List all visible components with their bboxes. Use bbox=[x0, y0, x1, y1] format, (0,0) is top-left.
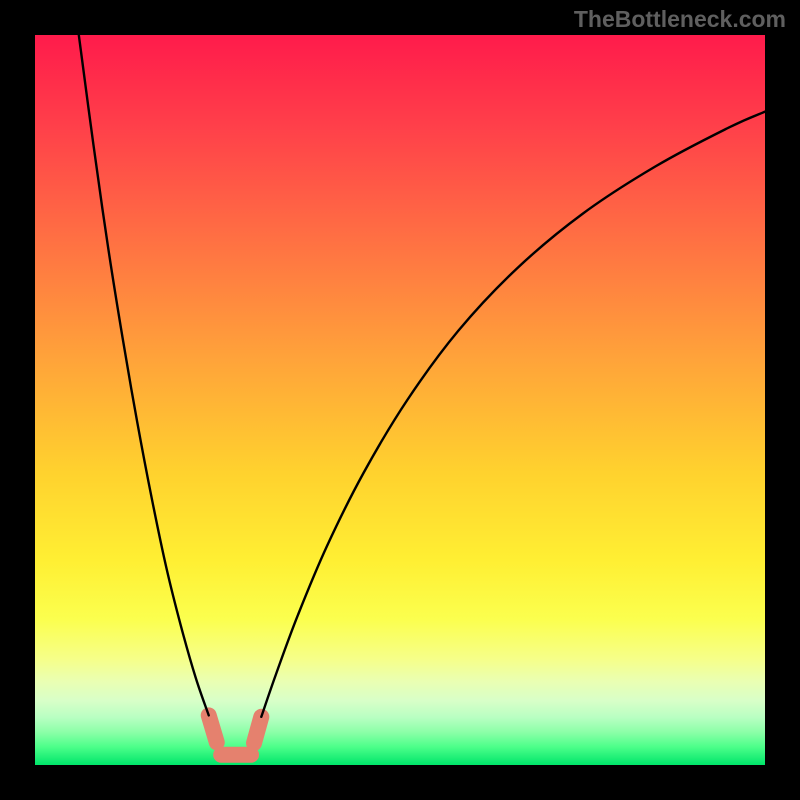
bottleneck-curve-left bbox=[79, 35, 209, 715]
optimal-zone-marker bbox=[209, 715, 217, 742]
curves-svg bbox=[35, 35, 765, 765]
optimal-zone-marker bbox=[254, 717, 261, 743]
bottleneck-curve-right bbox=[261, 112, 765, 717]
watermark-text: TheBottleneck.com bbox=[574, 6, 786, 33]
chart-container: TheBottleneck.com bbox=[0, 0, 800, 800]
plot-area bbox=[35, 35, 765, 765]
